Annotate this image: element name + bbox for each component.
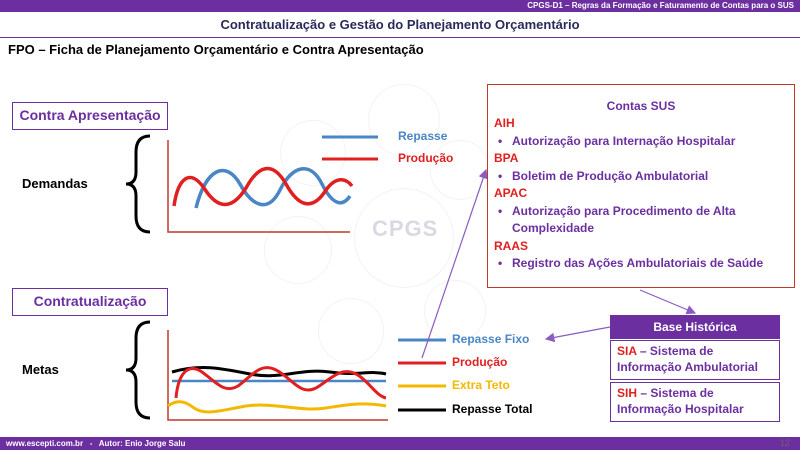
- arrow-contas-to-base: [640, 290, 695, 313]
- base-code: SIA: [617, 344, 637, 358]
- conta-desc: • Autorização para Procedimento de Alta C…: [494, 203, 792, 238]
- contas-sus-title: Contas SUS: [488, 99, 794, 113]
- brace-demandas: [126, 136, 150, 232]
- footer-text: www.escepti.com.br - Autor: Enio Jorge S…: [6, 437, 185, 450]
- arrow-producao-to-contas: [422, 170, 486, 358]
- conta-code: RAAS: [494, 238, 792, 256]
- base-code: SIH: [617, 386, 637, 400]
- brace-metas: [126, 322, 150, 418]
- conta-desc: • Autorização para Internação Hospitalar: [494, 133, 792, 151]
- conta-code: APAC: [494, 185, 792, 203]
- contas-sus-box: Contas SUS AIH • Autorização para Interna…: [487, 84, 795, 288]
- footer-bar: www.escepti.com.br - Autor: Enio Jorge S…: [0, 437, 800, 450]
- base-historica-sih: SIH – Sistema de Informação Hospitalar: [610, 382, 780, 422]
- wave-extra-teto: [168, 402, 386, 412]
- legend-label-extra-teto: Extra Teto: [452, 378, 510, 392]
- conta-desc: • Boletim de Produção Ambulatorial: [494, 168, 792, 186]
- contas-sus-list: AIH • Autorização para Internação Hospita…: [494, 115, 792, 273]
- arrow-base-to-repasse-fixo: [546, 327, 610, 339]
- conta-code: AIH: [494, 115, 792, 133]
- page-number: 12: [780, 438, 790, 448]
- base-historica-sia: SIA – Sistema de Informação Ambulatorial: [610, 340, 780, 380]
- wave-producao-metas: [176, 368, 386, 398]
- base-historica-header: Base Histórica: [610, 315, 780, 339]
- base-desc: – Sistema de Informação Ambulatorial: [617, 344, 758, 374]
- conta-code: BPA: [494, 150, 792, 168]
- conta-desc: • Registro das Ações Ambulatoriais de Saú…: [494, 255, 792, 273]
- legend-label-repasse-fixo: Repasse Fixo: [452, 332, 529, 346]
- legend-label-producao: Produção: [398, 151, 453, 165]
- legend-label-producao-metas: Produção: [452, 355, 507, 369]
- legend-label-repasse-total: Repasse Total: [452, 402, 532, 416]
- legend-label-repasse: Repasse: [398, 129, 447, 143]
